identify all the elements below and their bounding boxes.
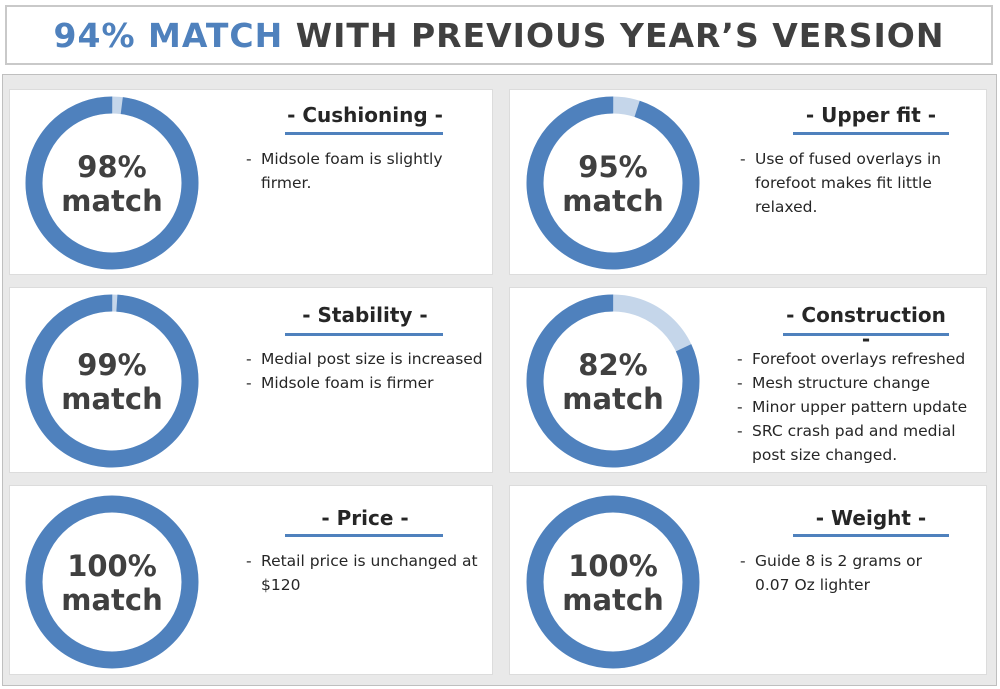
title-underline <box>793 132 949 135</box>
ring-match-arc <box>526 294 700 468</box>
ring-match-arc <box>526 96 700 270</box>
comparison-grid: 98% match - Cushioning - Midsole foam is… <box>2 74 997 686</box>
match-word: match <box>562 583 664 617</box>
point-item: Mesh structure change <box>737 371 987 395</box>
panel-title: - Price - <box>321 506 409 530</box>
panel-title: - Weight - <box>815 506 927 530</box>
match-percent: 98% <box>77 150 147 184</box>
match-percent-label: 100% match <box>525 549 701 617</box>
ring-match-arc <box>25 495 199 669</box>
match-summary: 94% MATCH <box>53 15 284 55</box>
point-list: Retail price is unchanged at $120 <box>246 549 486 597</box>
point-item: SRC crash pad and medial post size chang… <box>737 419 987 467</box>
panel-upper-fit: 95% match - Upper fit - Use of fused ove… <box>509 89 987 275</box>
match-percent: 95% <box>578 150 648 184</box>
match-percent-label: 99% match <box>24 348 200 416</box>
title-underline <box>783 333 949 336</box>
point-list: Forefoot overlays refreshedMesh structur… <box>737 347 987 467</box>
point-item: Forefoot overlays refreshed <box>737 347 987 371</box>
point-list: Medial post size is increasedMidsole foa… <box>246 347 492 395</box>
point-item: Midsole foam is firmer <box>246 371 492 395</box>
match-percent: 100% <box>568 549 658 583</box>
panel-cushioning: 98% match - Cushioning - Midsole foam is… <box>9 89 493 275</box>
point-item: Midsole foam is slightly firmer. <box>246 147 486 195</box>
title-underline <box>285 132 443 135</box>
match-percent-label: 100% match <box>24 549 200 617</box>
ring-match-arc <box>25 96 199 270</box>
match-ring <box>526 495 700 669</box>
match-word: match <box>61 184 163 218</box>
page-header: 94% MATCH WITH PREVIOUS YEAR’S VERSION <box>5 5 993 65</box>
point-item: Minor upper pattern update <box>737 395 987 419</box>
match-word: match <box>562 382 664 416</box>
match-percent: 99% <box>77 348 147 382</box>
panel-construction: 82% match - Construction - Forefoot over… <box>509 287 987 473</box>
match-word: match <box>61 583 163 617</box>
panel-title: - Stability - <box>302 303 428 327</box>
panel-price: 100% match - Price - Retail price is unc… <box>9 485 493 675</box>
match-ring <box>526 96 700 270</box>
point-list: Midsole foam is slightly firmer. <box>246 147 486 195</box>
title-underline <box>793 534 949 537</box>
title-underline <box>285 534 443 537</box>
ring-match-arc <box>526 495 700 669</box>
panel-title: - Upper fit - <box>805 103 937 127</box>
match-ring <box>526 294 700 468</box>
match-ring <box>25 294 199 468</box>
match-percent-label: 98% match <box>24 150 200 218</box>
match-percent-label: 82% match <box>525 348 701 416</box>
match-percent-label: 95% match <box>525 150 701 218</box>
match-ring <box>25 495 199 669</box>
panel-weight: 100% match - Weight - Guide 8 is 2 grams… <box>509 485 987 675</box>
match-ring <box>25 96 199 270</box>
point-item: Guide 8 is 2 grams or 0.07 Oz lighter <box>740 549 950 597</box>
ring-match-arc <box>25 294 199 468</box>
match-percent: 82% <box>578 348 648 382</box>
match-percent: 100% <box>67 549 157 583</box>
title-rest: WITH PREVIOUS YEAR’S VERSION <box>295 15 945 55</box>
match-word: match <box>61 382 163 416</box>
title-underline <box>285 333 443 336</box>
point-item: Retail price is unchanged at $120 <box>246 549 486 597</box>
point-item: Medial post size is increased <box>246 347 492 371</box>
point-list: Guide 8 is 2 grams or 0.07 Oz lighter <box>740 549 950 597</box>
match-word: match <box>562 184 664 218</box>
panel-stability: 99% match - Stability - Medial post size… <box>9 287 493 473</box>
page-title: 94% MATCH WITH PREVIOUS YEAR’S VERSION <box>54 16 945 55</box>
point-list: Use of fused overlays in forefoot makes … <box>740 147 955 219</box>
panel-title: - Cushioning - <box>287 103 443 127</box>
panel-title: - Construction - <box>786 303 946 351</box>
point-item: Use of fused overlays in forefoot makes … <box>740 147 955 219</box>
